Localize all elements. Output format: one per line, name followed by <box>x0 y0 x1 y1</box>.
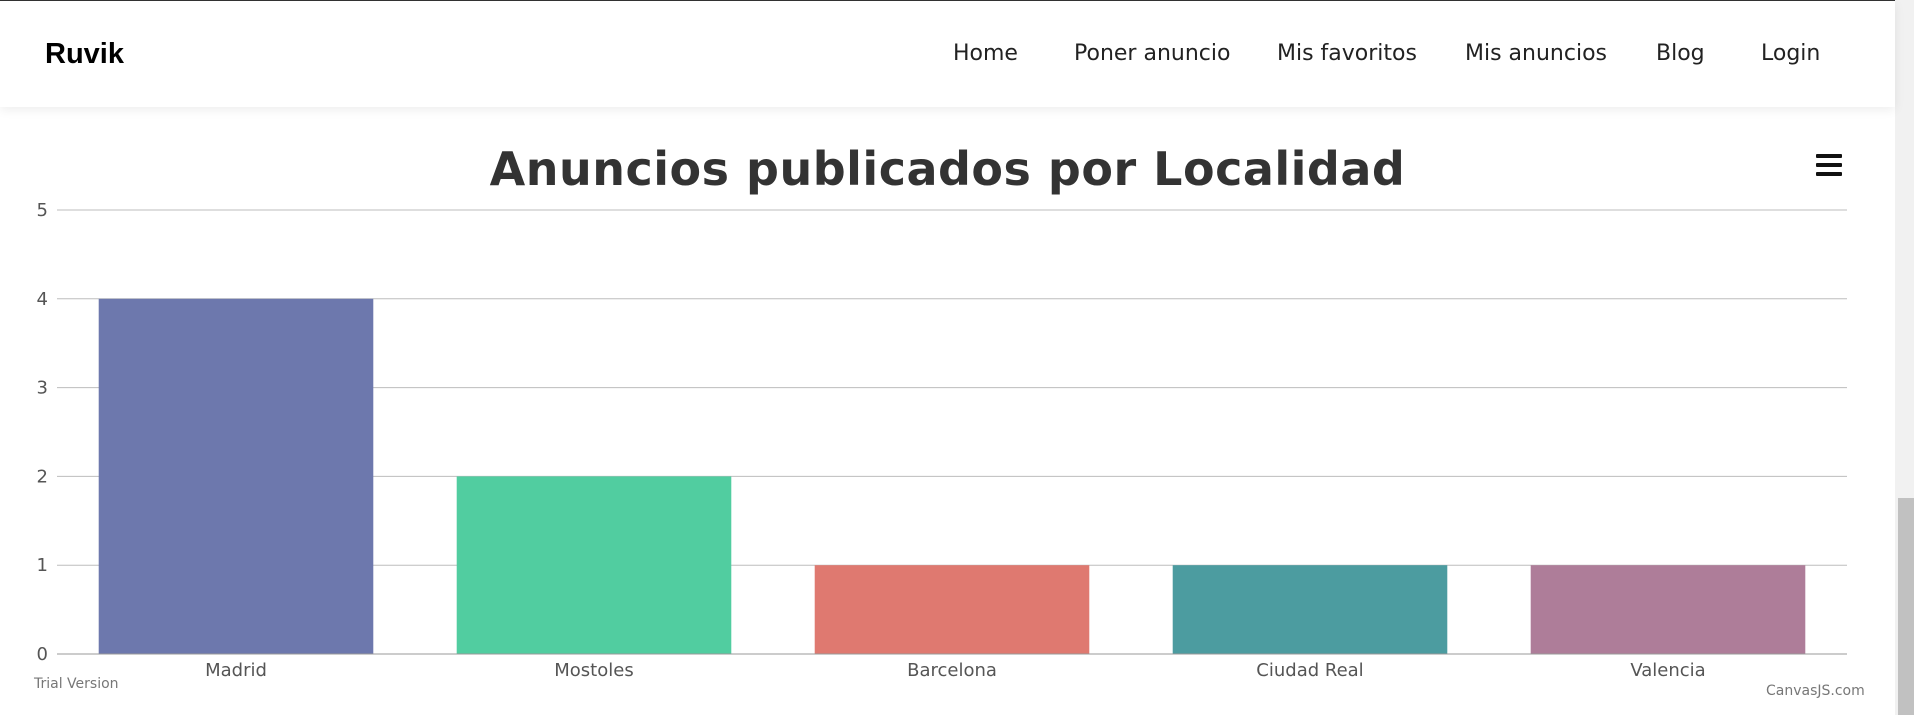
nav-mis-favoritos[interactable]: Mis favoritos <box>1277 41 1417 66</box>
y-tick-label-1: 1 <box>37 555 48 576</box>
navbar: Ruvik Home Poner anuncio Mis favoritos M… <box>0 1 1895 107</box>
window-top-border <box>0 0 1914 1</box>
nav-links: Home Poner anuncio Mis favoritos Mis anu… <box>0 41 1895 71</box>
y-tick-label-2: 2 <box>37 466 48 487</box>
bar-mostoles <box>456 476 732 654</box>
x-tick-label-mostoles: Mostoles <box>554 660 633 681</box>
y-tick-label-5: 5 <box>37 200 48 221</box>
y-tick-label-0: 0 <box>37 644 48 665</box>
x-tick-label-valencia: Valencia <box>1630 660 1705 681</box>
trial-version-note: Trial Version <box>34 676 119 692</box>
nav-mis-anuncios[interactable]: Mis anuncios <box>1465 41 1607 66</box>
chart-title: Anuncios publicados por Localidad <box>489 142 1406 196</box>
bar-madrid <box>98 298 374 654</box>
nav-blog[interactable]: Blog <box>1656 41 1705 66</box>
y-tick-label-4: 4 <box>37 289 48 310</box>
x-tick-label-ciudad-real: Ciudad Real <box>1256 660 1363 681</box>
nav-login[interactable]: Login <box>1761 41 1821 66</box>
scrollbar-thumb[interactable] <box>1898 498 1914 715</box>
bar-barcelona <box>814 565 1090 654</box>
hamburger-menu-icon[interactable] <box>1816 152 1842 178</box>
canvasjs-credit[interactable]: CanvasJS.com <box>1766 683 1865 699</box>
x-tick-label-madrid: Madrid <box>205 660 267 681</box>
chart-container: Anuncios publicados por Localidad 0 1 2 3 4 5… <box>0 108 1895 715</box>
nav-home[interactable]: Home <box>953 41 1018 66</box>
x-tick-label-barcelona: Barcelona <box>907 660 997 681</box>
y-tick-label-3: 3 <box>37 378 48 399</box>
bar-valencia <box>1530 565 1806 654</box>
brand-logo[interactable]: Ruvik <box>45 38 124 70</box>
bar-ciudad-real <box>1172 565 1448 654</box>
bar-chart: 0 1 2 3 4 5 Madrid Mostoles Barcelona Ciudad Real… <box>37 200 1847 681</box>
nav-poner-anuncio[interactable]: Poner anuncio <box>1074 41 1231 66</box>
